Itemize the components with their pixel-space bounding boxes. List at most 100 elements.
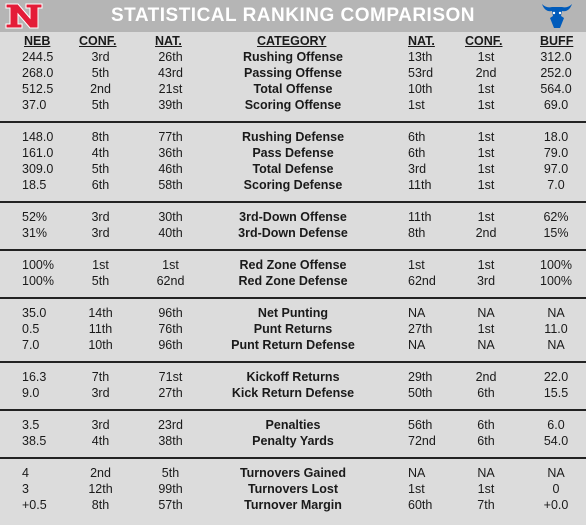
neb-conf-cell: 5th	[91, 162, 110, 176]
neb-conf-cell: 5th	[91, 274, 110, 288]
buff-nat-cell: 60th	[408, 498, 433, 512]
buff-value-cell: 18.0	[543, 130, 569, 144]
category-cell: Scoring Offense	[244, 98, 342, 112]
buff-nat-cell: 11th	[408, 210, 432, 224]
buff-nat-cell: 50th	[408, 386, 433, 400]
buff-value-cell: 100%	[540, 274, 572, 288]
neb-nat-cell: 96th	[158, 338, 183, 352]
category-cell: Red Zone Defense	[238, 274, 348, 288]
neb-nat-cell: 1st	[162, 258, 179, 272]
neb-nat-cell: 43rd	[157, 66, 184, 80]
category-cell: Total Defense	[252, 162, 334, 176]
table-row: 18.5 6th 58th Scoring Defense 11th 1st 7.0	[0, 178, 586, 194]
buff-conf-cell: 1st	[477, 210, 495, 224]
neb-conf-cell: 2nd	[90, 466, 111, 480]
buff-value-cell: NA	[547, 306, 565, 320]
category-cell: Kick Return Defense	[231, 386, 355, 400]
neb-conf-cell: 8th	[91, 498, 110, 512]
buff-nat-cell: 6th	[408, 130, 426, 144]
neb-value-cell: 100%	[22, 258, 54, 272]
buff-conf-cell: NA	[477, 306, 495, 320]
neb-nat-cell: 39th	[158, 98, 183, 112]
neb-conf-cell: 11th	[88, 322, 113, 336]
category-cell: Turnover Margin	[244, 498, 342, 512]
category-cell: Passing Offense	[244, 66, 342, 80]
category-cell: Rushing Offense	[242, 50, 343, 64]
category-cell: Punt Return Defense	[231, 338, 355, 352]
neb-conf-cell: 6th	[91, 178, 110, 192]
table-row: 244.5 3rd 26th Rushing Offense 13th 1st 312.0	[0, 50, 586, 66]
category-cell: Pass Defense	[252, 146, 334, 160]
buff-conf-cell: 1st	[477, 130, 495, 144]
buff-value-cell: 69.0	[543, 98, 569, 112]
category-cell: Net Punting	[257, 306, 329, 320]
buff-nat-cell: NA	[408, 338, 426, 352]
category-cell: Penalty Yards	[252, 434, 334, 448]
buff-value-cell: 79.0	[543, 146, 569, 160]
buff-value-cell: 97.0	[543, 162, 569, 176]
buffalo-bull-logo	[542, 4, 572, 28]
neb-conf-cell: 12th	[88, 482, 113, 496]
header-category: CATEGORY	[257, 34, 327, 48]
neb-nat-cell: 21st	[158, 82, 183, 96]
neb-value-cell: 9.0	[22, 386, 40, 400]
table-row: 3 12th 99th Turnovers Lost 1st 1st 0	[0, 482, 586, 498]
category-cell: Turnovers Lost	[247, 482, 339, 496]
buff-value-cell: NA	[547, 466, 565, 480]
buff-nat-cell: 13th	[408, 50, 433, 64]
neb-value-cell: 37.0	[22, 98, 47, 112]
header-neb-nat: NAT.	[155, 34, 182, 48]
buff-conf-cell: 2nd	[475, 370, 497, 384]
neb-nat-cell: 76th	[158, 322, 183, 336]
neb-nat-cell: 36th	[158, 146, 183, 160]
buff-conf-cell: 1st	[477, 146, 495, 160]
buff-conf-cell: 1st	[477, 98, 495, 112]
category-cell: 3rd-Down Offense	[239, 210, 347, 224]
header-buff: BUFF	[540, 34, 574, 48]
header-neb: NEB	[24, 34, 51, 48]
buff-conf-cell: 1st	[477, 162, 495, 176]
header-buff-nat: NAT.	[408, 34, 435, 48]
neb-conf-cell: 10th	[88, 338, 113, 352]
neb-conf-cell: 4th	[91, 146, 110, 160]
buff-value-cell: 0	[552, 482, 560, 496]
section-divider	[0, 457, 586, 459]
category-cell: Rushing Defense	[241, 130, 345, 144]
buff-conf-cell: 1st	[477, 50, 495, 64]
neb-conf-cell: 7th	[91, 370, 110, 384]
category-cell: Scoring Defense	[243, 178, 343, 192]
neb-conf-cell: 3rd	[91, 50, 110, 64]
buff-conf-cell: 1st	[477, 322, 495, 336]
table-row: 268.0 5th 43rd Passing Offense 53rd 2nd 252.0	[0, 66, 586, 82]
table-row: 7.0 10th 96th Punt Return Defense NA NA NA	[0, 338, 586, 354]
category-cell: Punt Returns	[253, 322, 333, 336]
neb-value-cell: 244.5	[22, 50, 54, 64]
neb-value-cell: 100%	[22, 274, 54, 288]
buff-conf-cell: NA	[477, 466, 495, 480]
neb-conf-cell: 5th	[91, 66, 110, 80]
neb-value-cell: 16.3	[22, 370, 47, 384]
category-cell: 3rd-Down Defense	[238, 226, 348, 240]
buff-nat-cell: 29th	[408, 370, 433, 384]
neb-value-cell: 38.5	[22, 434, 47, 448]
buff-conf-cell: 1st	[477, 82, 495, 96]
neb-value-cell: 3.5	[22, 418, 40, 432]
neb-value-cell: 309.0	[22, 162, 54, 176]
buff-value-cell: 100%	[540, 258, 572, 272]
table-row: 148.0 8th 77th Rushing Defense 6th 1st 18.0	[0, 130, 586, 146]
neb-conf-cell: 4th	[91, 434, 110, 448]
buff-conf-cell: 1st	[477, 178, 495, 192]
buff-value-cell: 7.0	[547, 178, 565, 192]
buff-nat-cell: 27th	[408, 322, 433, 336]
buff-value-cell: 6.0	[547, 418, 565, 432]
buff-value-cell: 312.0	[540, 50, 572, 64]
title-bar	[0, 0, 586, 32]
table-row: 100% 1st 1st Red Zone Offense 1st 1st 100%	[0, 258, 586, 274]
neb-conf-cell: 3rd	[91, 386, 110, 400]
buff-nat-cell: 10th	[408, 82, 433, 96]
section-divider	[0, 409, 586, 411]
table-row: 31% 3rd 40th 3rd-Down Defense 8th 2nd 15%	[0, 226, 586, 242]
neb-nat-cell: 58th	[158, 178, 183, 192]
table-row: 38.5 4th 38th Penalty Yards 72nd 6th 54.0	[0, 434, 586, 450]
table-row: 309.0 5th 46th Total Defense 3rd 1st 97.0	[0, 162, 586, 178]
